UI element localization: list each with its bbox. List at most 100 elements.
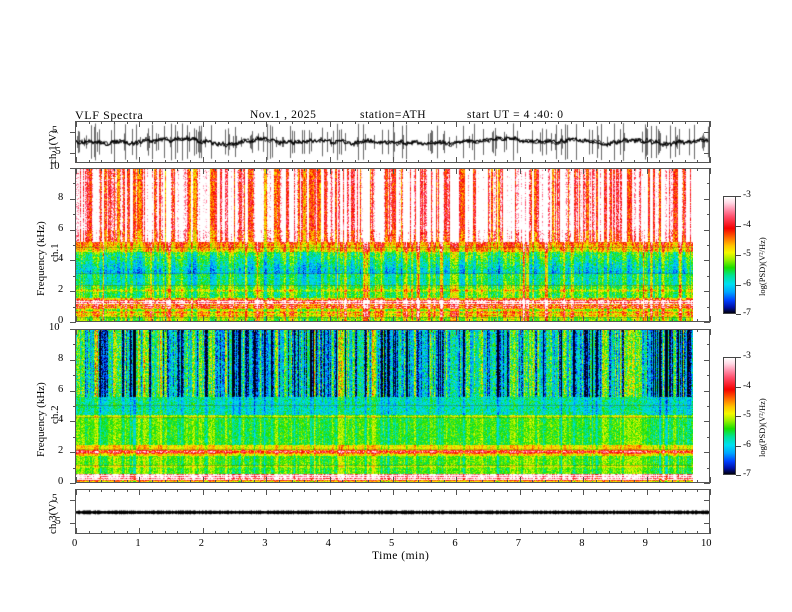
colorbar-tick [736, 255, 741, 256]
x-tick-minor [177, 160, 179, 163]
x-tick-minor-top [152, 168, 154, 171]
ch1-wave-y-tick-r [704, 152, 710, 154]
x-tick-minor [608, 531, 610, 534]
x-tick-minor [152, 480, 154, 483]
observation-date: Nov.1 , 2025 [250, 109, 317, 121]
x-tick-minor-top [545, 489, 547, 492]
x-tick-minor-top [621, 329, 623, 332]
x-tick-minor-top [114, 329, 116, 332]
x-tick-minor [697, 531, 699, 534]
ch2-spec-y-tick [70, 421, 76, 423]
x-tick-minor [316, 160, 318, 163]
x-tick-minor-top [532, 329, 534, 332]
colorbar-tick [736, 225, 741, 227]
x-tick-minor [443, 319, 445, 322]
x-tick-minor [329, 157, 331, 163]
x-tick-minor [215, 480, 217, 483]
x-tick-minor-top [659, 168, 661, 171]
x-tick-minor-top [697, 489, 699, 492]
x-tick-minor [659, 160, 661, 163]
x-tick-minor [114, 480, 116, 483]
x-tick-minor [481, 319, 483, 322]
x-tick-minor [164, 480, 166, 483]
x-tick-minor-top [278, 489, 280, 492]
start-ut-label: start UT = 4 :40: 0 [467, 109, 564, 121]
x-tick-minor [621, 531, 623, 534]
x-tick-minor-top [481, 329, 483, 332]
x-tick-minor-top [380, 121, 382, 124]
x-tick-minor-top [202, 329, 204, 335]
ch2-colorbar [723, 357, 736, 475]
x-tick-minor-top [316, 168, 318, 171]
x-tick-minor [101, 319, 103, 322]
x-tick-minor [316, 319, 318, 322]
x-tick-minor-top [139, 329, 141, 335]
x-tick-minor-top [583, 489, 585, 495]
x-tick-minor-top [519, 329, 521, 335]
ch2-spec-y-label-8: 8 [58, 352, 64, 364]
x-tick-minor-top [646, 121, 648, 127]
x-tick-minor-top [557, 168, 559, 171]
x-tick-minor [431, 480, 433, 483]
x-tick-minor [190, 480, 192, 483]
x-tick-minor [710, 157, 711, 163]
ch2-spec-axis-label-freq: Frequency (kHz) [35, 382, 47, 457]
x-tick-minor-top [671, 168, 673, 171]
x-tick-minor-top [126, 121, 128, 124]
ch1-spec-y-label-0: 0 [58, 315, 64, 326]
ch1-spec-y-tick [70, 260, 76, 262]
x-tick-minor [710, 316, 711, 322]
colorbar-label--7: -7 [743, 308, 751, 318]
x-tick-minor-top [545, 121, 547, 124]
x-tick-minor-top [202, 168, 204, 174]
x-tick-minor [342, 160, 344, 163]
x-tick-minor [608, 160, 610, 163]
x-tick-minor [671, 160, 673, 163]
x-tick-minor-top [469, 489, 471, 492]
x-tick-minor-top [393, 329, 394, 335]
x-tick-minor-top [621, 489, 623, 492]
x-tick-minor-top [393, 168, 394, 174]
x-tick-minor [507, 531, 509, 534]
x-tick-minor-top [710, 121, 711, 127]
x-tick-minor [494, 480, 496, 483]
x-tick-minor [354, 319, 356, 322]
x-tick-minor-top [570, 168, 572, 171]
ch1-wave-y-tick [70, 131, 76, 133]
x-tick-minor [418, 531, 420, 534]
x-tick-minor-top [316, 329, 318, 332]
ch1-spec-y-tick-r [707, 245, 710, 246]
x-tick-label-8: 8 [579, 538, 585, 549]
x-tick-minor-top [494, 329, 496, 332]
x-tick-minor [240, 531, 242, 534]
x-tick-minor-top [583, 329, 585, 335]
x-tick-minor [481, 160, 483, 163]
x-tick-minor [367, 531, 369, 534]
x-tick-minor [545, 319, 547, 322]
x-tick-label-2: 2 [198, 538, 205, 549]
x-tick-minor-top [684, 329, 686, 332]
ch1-colorbar [723, 196, 736, 314]
x-tick-minor [570, 319, 572, 322]
colorbar-tick [736, 475, 741, 476]
x-tick-minor [240, 319, 242, 322]
x-tick-minor-top [494, 121, 496, 124]
x-tick-minor [532, 480, 534, 483]
x-tick-minor [126, 531, 128, 534]
x-tick-minor [519, 477, 521, 483]
x-tick-minor-top [304, 121, 306, 124]
ch2-spec-y-tick [73, 344, 76, 346]
x-tick-minor [570, 160, 572, 163]
x-tick-minor-top [114, 168, 116, 171]
x-tick-minor [481, 531, 483, 534]
x-tick-minor [101, 480, 103, 483]
x-tick-minor-top [291, 329, 293, 332]
ch1-wave-y-tick-r [704, 131, 710, 133]
x-tick-minor-top [88, 489, 90, 492]
x-tick-minor [278, 531, 280, 534]
x-tick-minor-top [659, 489, 661, 492]
ch3-wave-y-tick-r [704, 500, 710, 502]
x-tick-minor-top [608, 489, 610, 492]
x-tick-minor-top [228, 489, 230, 492]
